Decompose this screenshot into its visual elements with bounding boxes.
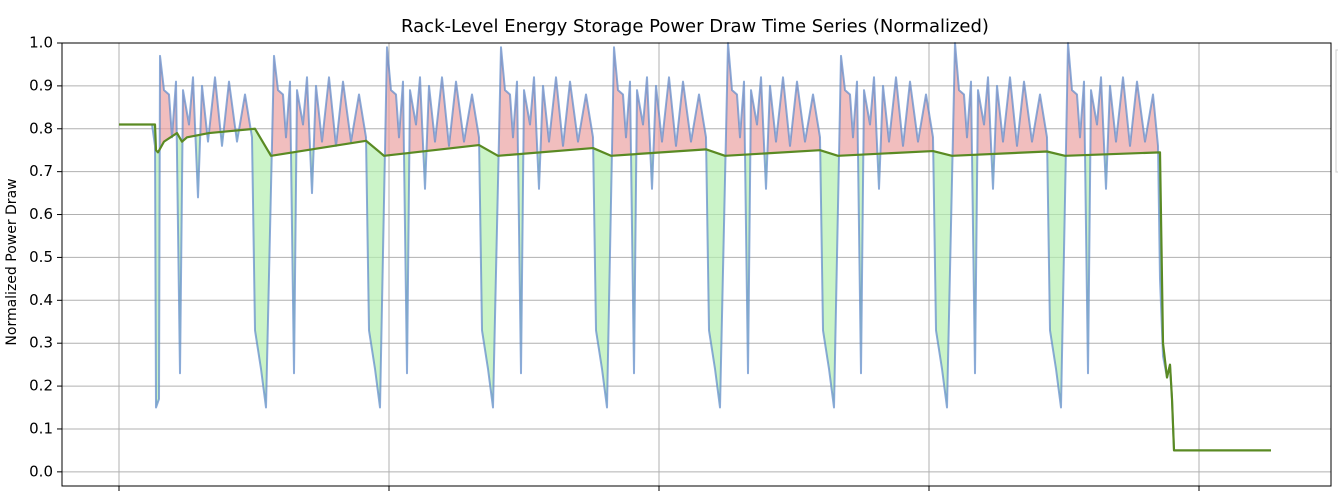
fill-below — [482, 146, 488, 369]
y-tick-label: 0.2 — [29, 377, 53, 395]
legend-box — [1335, 49, 1338, 173]
y-tick-label: 0.7 — [29, 162, 53, 180]
fill-below — [596, 149, 602, 369]
fill-above — [505, 90, 510, 156]
fill-below — [261, 138, 266, 408]
fill-above — [1068, 43, 1072, 156]
fill-above — [387, 47, 391, 156]
fill-below — [1056, 153, 1061, 408]
fill-above — [845, 90, 850, 156]
fill-above — [160, 55, 164, 149]
fill-above — [501, 47, 505, 156]
fill-above — [955, 43, 959, 156]
fill-below — [829, 152, 834, 408]
fill-above — [618, 90, 623, 156]
y-tick-label: 1.0 — [29, 34, 53, 52]
y-tick-label: 0.4 — [29, 291, 53, 309]
storage-line — [119, 123, 1271, 452]
fill-below — [602, 151, 607, 408]
fill-below — [715, 152, 720, 408]
fill-above — [524, 90, 530, 154]
y-tick-label: 0.6 — [29, 205, 53, 223]
fill-below — [369, 143, 375, 369]
power-line — [119, 42, 1175, 451]
plot-frame — [61, 42, 1332, 487]
fill-above — [274, 55, 278, 156]
fill-below — [375, 148, 380, 408]
fill-above — [732, 90, 737, 156]
y-tick-label: 0.9 — [29, 76, 53, 94]
fill-above — [751, 90, 757, 155]
fill-above — [864, 90, 870, 155]
fill-above — [614, 47, 618, 156]
fill-below — [709, 150, 715, 369]
fill-above — [1072, 90, 1077, 156]
fill-below — [942, 153, 947, 408]
fill-above — [1091, 90, 1097, 155]
fill-layer — [152, 43, 1174, 451]
y-tick-label: 0.3 — [29, 334, 53, 352]
fill-below — [255, 128, 261, 369]
y-axis-label: Normalized Power Draw — [4, 178, 20, 345]
fill-above — [841, 55, 845, 156]
chart-title: Rack-Level Energy Storage Power Draw Tim… — [401, 16, 989, 37]
fill-above — [978, 90, 984, 155]
fill-above — [637, 90, 643, 155]
fill-below — [936, 151, 942, 369]
y-tick-label: 0.0 — [29, 462, 53, 480]
fill-above — [164, 90, 169, 142]
fill-above — [410, 90, 416, 153]
y-tick-label: 0.8 — [29, 119, 53, 137]
fill-below — [488, 150, 493, 408]
fill-above — [959, 90, 964, 156]
fill-above — [391, 90, 396, 155]
fill-above — [297, 90, 303, 152]
fill-below — [1050, 152, 1056, 369]
fill-above — [728, 43, 732, 156]
fill-above — [278, 90, 283, 155]
y-tick-label: 0.1 — [29, 419, 53, 437]
y-tick-label: 0.5 — [29, 248, 53, 266]
fill-below — [823, 151, 829, 369]
